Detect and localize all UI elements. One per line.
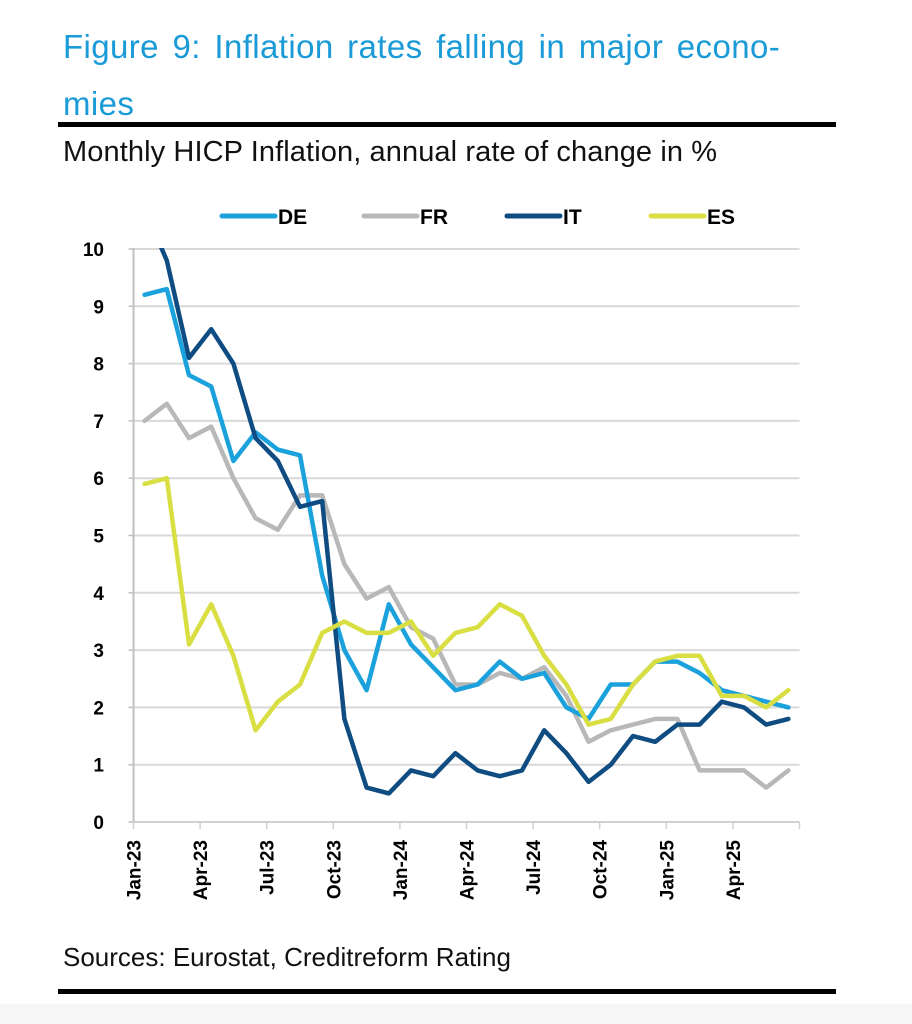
- legend-item-es: ES: [648, 206, 735, 229]
- x-tick-label: Oct-23: [324, 840, 345, 899]
- bottom-rule: [58, 989, 836, 994]
- x-tick-label: Apr-25: [724, 840, 745, 901]
- series-line-it: [158, 248, 791, 796]
- y-tick-label: 9: [93, 297, 104, 318]
- x-tick-label: Jul-24: [524, 840, 545, 895]
- y-tick-label: 5: [93, 527, 104, 548]
- source-note: Sources: Eurostat, Creditreform Rating: [63, 942, 511, 972]
- x-tick-label: Oct-24: [591, 840, 612, 900]
- figure-title: Figure 9: Inflation rates falling in maj…: [63, 18, 853, 132]
- y-tick-label: 8: [93, 355, 104, 376]
- y-tick-label: 10: [83, 240, 104, 261]
- x-tick-label: Jul-23: [258, 840, 279, 895]
- y-tick-label: 7: [93, 412, 104, 433]
- legend-item-de: DE: [219, 206, 307, 229]
- figure-title-line-1: Figure 9: Inflation rates falling in maj…: [63, 28, 781, 65]
- x-tick-label: Apr-24: [458, 840, 479, 901]
- series-line-fr: [142, 401, 791, 790]
- x-tick-label: Jan-25: [657, 840, 678, 901]
- y-tick-label: 0: [93, 813, 104, 834]
- y-axis-ticks: 0 1 2 3 4 5 6 7 8 9 10: [83, 240, 134, 834]
- gridlines: [133, 248, 800, 766]
- x-tick-label: Jan-24: [391, 840, 412, 901]
- top-rule: [58, 122, 836, 127]
- y-tick-label: 4: [93, 584, 104, 605]
- chart-subtitle: Monthly HICP Inflation, annual rate of c…: [63, 136, 718, 168]
- series-lines: [142, 248, 791, 796]
- figure-title-line-2: mies: [63, 85, 135, 122]
- series-line-de: [142, 286, 791, 722]
- x-tick-label: Apr-23: [191, 840, 212, 900]
- series-line-es: [142, 475, 791, 733]
- legend-label: IT: [563, 206, 582, 229]
- legend-item-fr: FR: [361, 206, 448, 229]
- legend: DE FR IT ES: [219, 206, 735, 229]
- page-footer-shade: [0, 1004, 912, 1024]
- y-tick-label: 2: [93, 698, 104, 719]
- line-chart: DE FR IT ES 0 1 2 3 4 5 6 7 8 9 10 Jan-23 Apr-23 Jul-23…: [83, 206, 801, 901]
- legend-label: DE: [278, 206, 307, 229]
- x-tick-label: Jan-23: [125, 840, 146, 900]
- legend-item-it: IT: [504, 206, 582, 229]
- legend-label: ES: [707, 206, 735, 229]
- y-tick-label: 3: [93, 641, 104, 662]
- y-tick-label: 1: [93, 756, 104, 777]
- y-tick-label: 6: [93, 469, 104, 490]
- legend-label: FR: [420, 206, 448, 229]
- x-axis-ticks: Jan-23 Apr-23 Jul-23 Oct-23 Jan-24 Apr-24 Jul-…: [125, 822, 801, 901]
